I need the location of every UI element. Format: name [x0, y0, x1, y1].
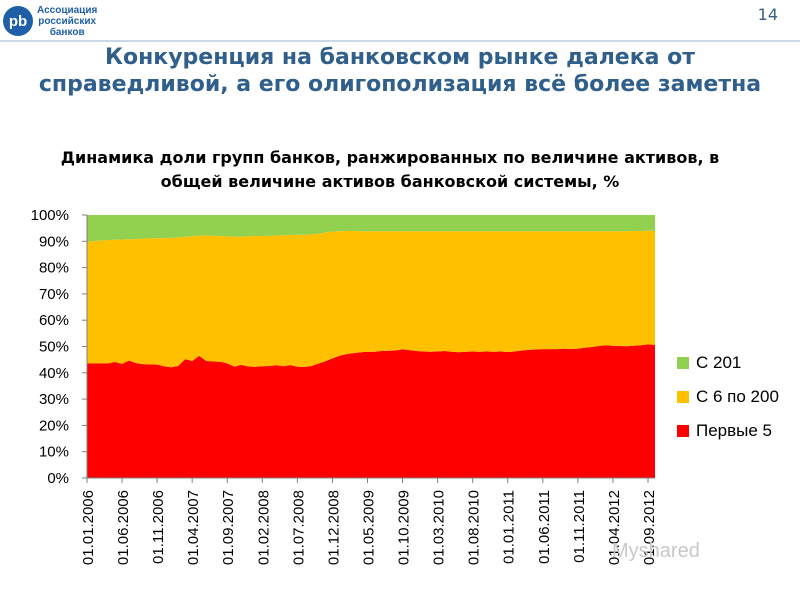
x-tick-label: 01.09.2007 [220, 490, 237, 565]
x-tick-label: 01.03.2010 [431, 490, 448, 565]
x-tick-label: 01.04.2007 [185, 490, 202, 565]
y-tick-label: 10% [39, 444, 69, 461]
area-series-0 [87, 344, 655, 478]
y-tick-label: 60% [39, 312, 69, 329]
x-tick-label: 01.09.2012 [641, 490, 658, 565]
legend-label: С 6 по 200 [696, 387, 779, 406]
slide-title: Конкуренция на банковском рынке далека о… [38, 45, 762, 97]
x-tick-label: 01.11.2006 [150, 490, 167, 564]
y-tick-label: 0% [47, 470, 69, 487]
x-tick-label: 01.02.2008 [255, 490, 272, 565]
x-tick-label: 01.06.2006 [115, 490, 132, 565]
logo-text: Ассоциация российских банков [37, 5, 97, 38]
x-tick-label: 01.11.2011 [571, 490, 588, 563]
area-series-2 [87, 215, 655, 242]
logo-line: банков [49, 26, 85, 38]
x-tick-label: 01.05.2009 [360, 490, 377, 565]
area-series-1 [87, 230, 655, 368]
legend-label: С 201 [696, 353, 741, 372]
y-tick-label: 40% [39, 365, 69, 382]
logo-line: Ассоциация [37, 4, 98, 16]
legend-label: Первые 5 [696, 421, 772, 440]
chart-title: Динамика доли групп банков, ранжированны… [60, 148, 720, 191]
logo: pb Ассоциация российских банков [3, 2, 143, 40]
x-tick-label: 01.01.2006 [80, 490, 97, 565]
y-tick-label: 80% [39, 260, 69, 277]
y-tick-label: 20% [39, 417, 69, 434]
x-tick-label: 01.07.2008 [290, 490, 307, 565]
x-tick-label: 01.10.2009 [396, 490, 413, 565]
legend-swatch [677, 357, 689, 369]
x-tick-label: 01.04.2012 [606, 490, 623, 565]
watermark: Myshared [612, 540, 700, 562]
y-tick-label: 100% [31, 207, 69, 224]
x-tick-label: 01.01.2011 [501, 490, 518, 564]
header-divider [0, 40, 800, 42]
logo-line: российских [38, 15, 97, 27]
x-tick-label: 01.06.2011 [536, 490, 553, 564]
x-tick-label: 01.08.2010 [466, 490, 483, 565]
legend-swatch [677, 425, 689, 437]
x-tick-label: 01.12.2008 [325, 490, 342, 565]
legend-swatch [677, 391, 689, 403]
page-number: 14 [757, 5, 778, 24]
y-tick-label: 70% [39, 286, 69, 303]
y-tick-label: 90% [39, 233, 69, 250]
y-tick-label: 50% [39, 339, 69, 356]
y-tick-label: 30% [39, 391, 69, 408]
logo-mark: pb [3, 6, 33, 36]
